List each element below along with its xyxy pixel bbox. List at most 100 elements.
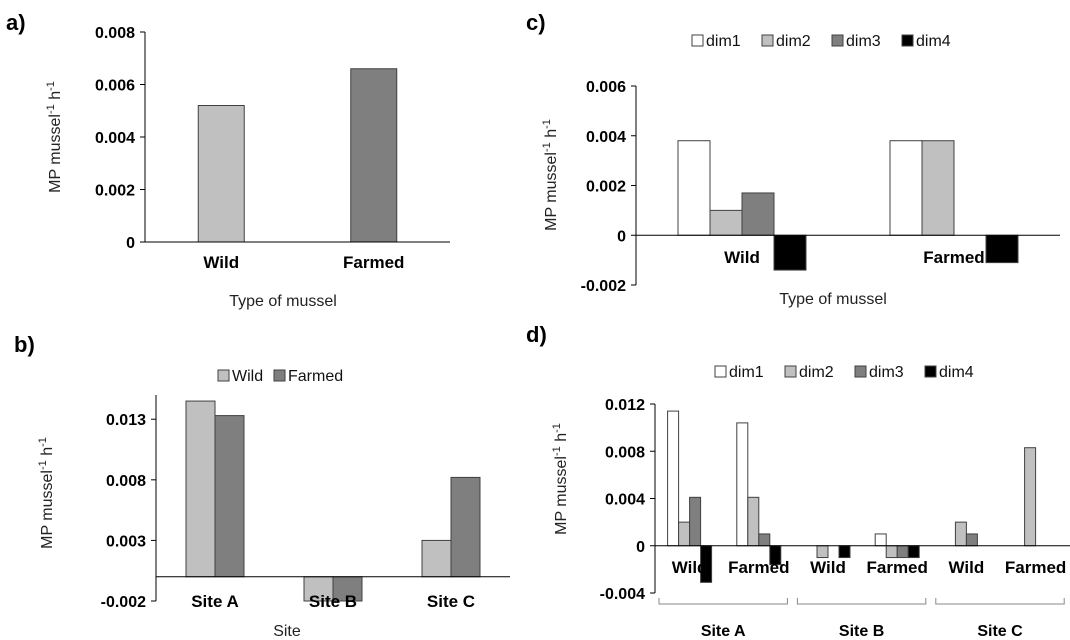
panel-d-bars: [667, 410, 1037, 583]
bar-dim4-farmed: [907, 545, 920, 559]
panel-a: a) 0 0.002 0.004 0.006 0.008 Wild Farmed MP mu…: [6, 10, 450, 310]
bar-value-wild: [197, 105, 245, 243]
bar-dim3-wild: [741, 192, 775, 236]
bar-dim4-farmed: [985, 234, 1019, 264]
y-tick-label: 0.003: [106, 533, 146, 550]
bar-dim2-wild: [678, 521, 691, 547]
x-tick-label: Farmed: [866, 558, 927, 577]
panel-a-x-axis-title: Type of mussel: [229, 293, 337, 310]
panel-c-label: c): [526, 10, 546, 35]
panel-c-axes: -0.002 0 0.002 0.004 0.006 Wild Farmed: [581, 79, 1060, 295]
y-tick-label: 0: [617, 228, 626, 245]
bar-dim2-farmed: [885, 545, 898, 559]
panel-c-bars: [677, 140, 1019, 271]
legend-label-farmed: Farmed: [288, 368, 343, 385]
bar-dim4-wild: [773, 234, 807, 271]
bar-dim1-farmed: [889, 140, 923, 236]
panel-d-y-axis-title: MP mussel-1 h-1: [551, 423, 570, 535]
group-label-site-c: Site C: [977, 623, 1023, 640]
bar-dim2-wild: [709, 209, 743, 236]
bar-dim3-farmed: [896, 545, 909, 559]
bar-farmed-site-b: [332, 576, 363, 602]
bar-dim2-wild: [816, 545, 829, 559]
legend-label-dim2: dim2: [799, 364, 834, 381]
group-bracket: [796, 598, 927, 605]
x-tick-label: Wild: [203, 253, 239, 272]
y-tick-label: 0.004: [586, 129, 626, 146]
x-tick-label: Farmed: [728, 558, 789, 577]
panel-b: b) Wild Farmed -0.002 0.003 0.008 0.013 Site …: [14, 332, 510, 640]
group-bracket: [935, 598, 1065, 605]
panel-d-legend: dim1 dim2 dim3 dim4: [714, 364, 974, 381]
legend-label-wild: Wild: [232, 368, 263, 385]
bar-dim2-farmed: [1024, 447, 1037, 547]
y-tick-label: 0.008: [95, 25, 135, 42]
y-tick-label: 0.006: [95, 78, 135, 95]
x-tick-label: Site A: [191, 592, 239, 611]
bar-dim2-wild: [954, 521, 967, 547]
legend-label-dim1: dim1: [706, 33, 741, 50]
y-tick-label: -0.002: [101, 594, 146, 611]
panel-b-legend: Wild Farmed: [217, 368, 343, 385]
group-label-site-b: Site B: [839, 623, 884, 640]
group-bracket: [658, 598, 788, 605]
legend-swatch-dim4: [924, 365, 937, 378]
bar-dim2-farmed: [747, 496, 760, 547]
x-tick-label: Farmed: [923, 248, 984, 267]
bar-dim3-wild: [965, 533, 978, 547]
legend-swatch-dim2: [784, 365, 797, 378]
panel-c: c) dim1 dim2 dim3 dim4 -0.002 0 0.002 0.004 0.0…: [526, 10, 1060, 308]
y-tick-label: 0.008: [605, 444, 645, 461]
panel-b-y-axis-title: MP mussel-1 h-1: [37, 437, 56, 549]
bar-wild-site-a: [185, 400, 216, 578]
x-tick-label: Wild: [949, 558, 985, 577]
legend-label-dim3: dim3: [869, 364, 904, 381]
legend-label-dim3: dim3: [846, 33, 881, 50]
legend-label-dim1: dim1: [729, 364, 764, 381]
x-tick-label: Wild: [724, 248, 760, 267]
bar-dim1-farmed: [874, 533, 887, 547]
bar-dim3-farmed: [758, 533, 771, 547]
x-tick-label: Farmed: [1005, 558, 1066, 577]
y-tick-label: 0.013: [106, 412, 146, 429]
legend-swatch-dim1: [714, 365, 727, 378]
panel-a-label: a): [6, 10, 26, 35]
y-tick-label: -0.002: [581, 278, 626, 295]
bar-dim4-wild: [838, 545, 851, 559]
panel-b-label: b): [14, 332, 35, 357]
y-tick-label: 0.002: [586, 179, 626, 196]
panel-b-x-axis-title: Site: [273, 623, 301, 640]
legend-swatch-farmed: [273, 369, 286, 382]
legend-swatch-wild: [217, 369, 230, 382]
x-tick-label: Wild: [810, 558, 846, 577]
panel-b-axes: -0.002 0.003 0.008 0.013 Site A Site B Site C: [101, 395, 510, 611]
panel-d-site-groups: Site A Site B Site C: [658, 598, 1065, 640]
legend-swatch-dim3: [831, 34, 844, 47]
panel-d-axes: -0.004 0 0.004 0.008 0.012 Wild Farmed Wild Farm…: [600, 397, 1070, 603]
legend-label-dim4: dim4: [939, 364, 974, 381]
legend-swatch-dim1: [691, 34, 704, 47]
legend-swatch-dim2: [761, 34, 774, 47]
panel-c-legend: dim1 dim2 dim3 dim4: [691, 33, 951, 50]
panel-c-y-axis-title: MP mussel-1 h-1: [541, 119, 560, 231]
bar-dim1-wild: [677, 140, 711, 236]
bar-farmed-site-c: [450, 476, 481, 578]
y-tick-label: 0: [636, 539, 645, 556]
y-tick-label: -0.004: [600, 586, 645, 603]
y-tick-label: 0.004: [95, 130, 135, 147]
x-tick-label: Farmed: [343, 253, 404, 272]
panel-a-axes: 0 0.002 0.004 0.006 0.008 Wild Farmed: [95, 25, 450, 272]
group-label-site-a: Site A: [701, 623, 746, 640]
y-tick-label: 0.008: [106, 473, 146, 490]
bar-dim2-farmed: [921, 140, 955, 236]
panel-b-bars: [185, 400, 481, 602]
y-tick-label: 0.012: [605, 397, 645, 414]
bar-wild-site-c: [421, 539, 452, 578]
y-tick-label: 0: [126, 235, 135, 252]
bar-farmed-site-a: [214, 415, 245, 578]
x-tick-label: Site C: [427, 592, 475, 611]
x-tick-label: Wild: [672, 558, 708, 577]
bar-dim3-wild: [689, 496, 702, 547]
y-tick-label: 0.006: [586, 79, 626, 96]
panel-d-label: d): [526, 322, 547, 347]
